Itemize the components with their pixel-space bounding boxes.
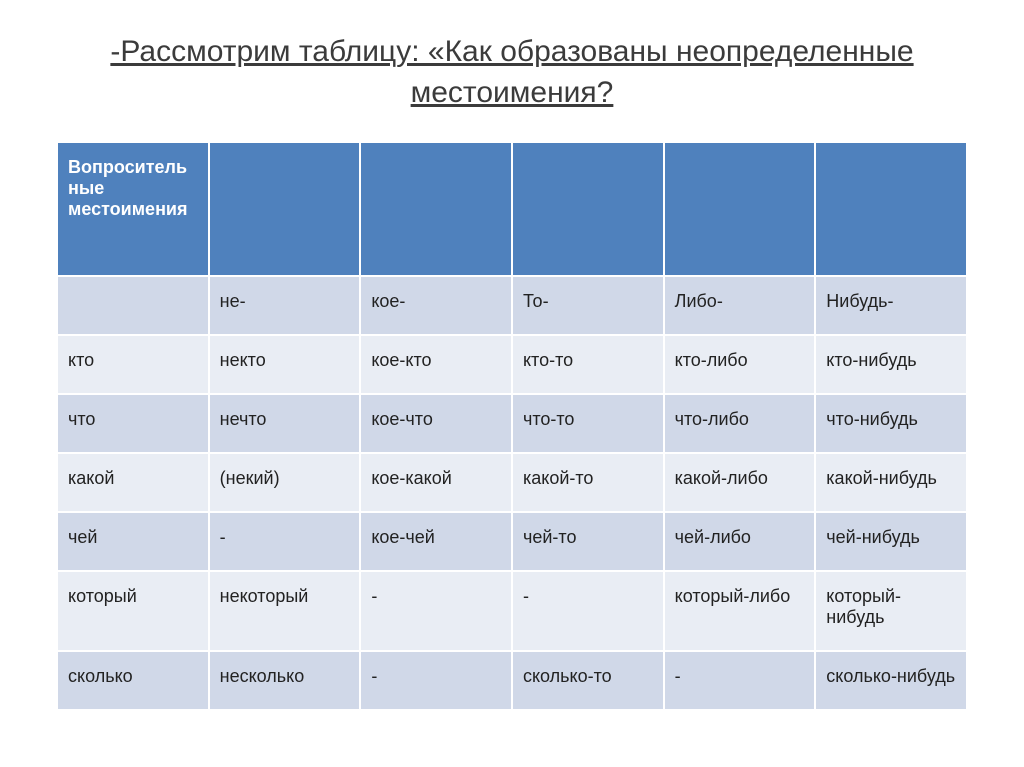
cell: кто-либо	[664, 335, 816, 394]
cell: чей	[57, 512, 209, 571]
cell: несколько	[209, 651, 361, 710]
cell: (некий)	[209, 453, 361, 512]
cell: кто-нибудь	[815, 335, 967, 394]
cell: который-либо	[664, 571, 816, 651]
table-row: не- кое- То- Либо- Нибудь-	[57, 276, 967, 335]
slide: -Рассмотрим таблицу: «Как образованы нео…	[0, 0, 1024, 767]
cell: сколько	[57, 651, 209, 710]
table-row: какой (некий) кое-какой какой-то какой-л…	[57, 453, 967, 512]
cell: чей-либо	[664, 512, 816, 571]
cell: какой-либо	[664, 453, 816, 512]
cell: чей-то	[512, 512, 664, 571]
header-cell	[815, 142, 967, 276]
table-row: что нечто кое-что что-то что-либо что-ни…	[57, 394, 967, 453]
header-cell	[664, 142, 816, 276]
table-header: Вопросительные местоимения	[57, 142, 967, 276]
header-cell	[209, 142, 361, 276]
table-row: сколько несколько - сколько-то - сколько…	[57, 651, 967, 710]
cell: что-то	[512, 394, 664, 453]
cell: -	[664, 651, 816, 710]
cell: чей-нибудь	[815, 512, 967, 571]
cell: сколько-то	[512, 651, 664, 710]
cell: некоторый	[209, 571, 361, 651]
cell: -	[209, 512, 361, 571]
cell: -	[360, 571, 512, 651]
cell: что-нибудь	[815, 394, 967, 453]
cell	[57, 276, 209, 335]
table-row: который некоторый - - который-либо котор…	[57, 571, 967, 651]
cell: какой-то	[512, 453, 664, 512]
cell: некто	[209, 335, 361, 394]
cell: кое-чей	[360, 512, 512, 571]
cell: нечто	[209, 394, 361, 453]
table-row: кто некто кое-кто кто-то кто-либо кто-ни…	[57, 335, 967, 394]
cell: Нибудь-	[815, 276, 967, 335]
cell: -	[512, 571, 664, 651]
cell: кое-какой	[360, 453, 512, 512]
cell: Либо-	[664, 276, 816, 335]
cell: какой-нибудь	[815, 453, 967, 512]
cell: который	[57, 571, 209, 651]
header-cell	[360, 142, 512, 276]
header-cell: Вопросительные местоимения	[57, 142, 209, 276]
header-cell	[512, 142, 664, 276]
cell: не-	[209, 276, 361, 335]
cell: кое-кто	[360, 335, 512, 394]
cell: кто	[57, 335, 209, 394]
table-header-row: Вопросительные местоимения	[57, 142, 967, 276]
cell: кое-	[360, 276, 512, 335]
cell: кто-то	[512, 335, 664, 394]
cell: который-нибудь	[815, 571, 967, 651]
table-body: не- кое- То- Либо- Нибудь- кто некто кое…	[57, 276, 967, 710]
pronoun-table: Вопросительные местоимения не- кое- То- …	[56, 141, 968, 711]
cell: -	[360, 651, 512, 710]
cell: То-	[512, 276, 664, 335]
cell: какой	[57, 453, 209, 512]
cell: что	[57, 394, 209, 453]
cell: кое-что	[360, 394, 512, 453]
slide-title: -Рассмотрим таблицу: «Как образованы нео…	[56, 32, 968, 113]
cell: сколько-нибудь	[815, 651, 967, 710]
table-row: чей - кое-чей чей-то чей-либо чей-нибудь	[57, 512, 967, 571]
cell: что-либо	[664, 394, 816, 453]
